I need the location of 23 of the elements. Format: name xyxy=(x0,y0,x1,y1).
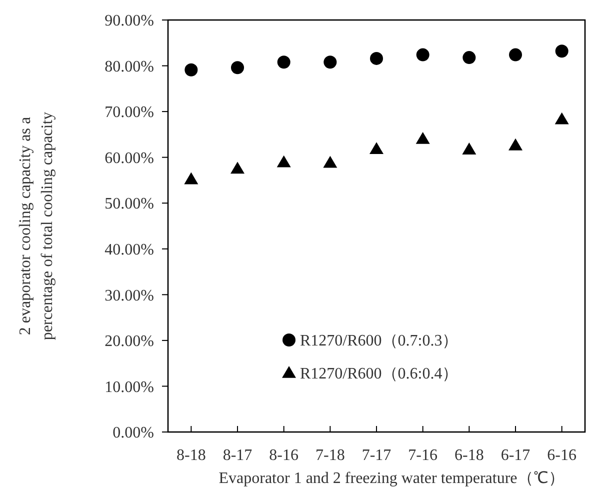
x-tick-label: 6-16 xyxy=(547,447,576,464)
legend-label: R1270/R600（0.7:0.3） xyxy=(300,332,458,350)
legend-label: R1270/R600（0.6:0.4） xyxy=(300,366,458,383)
x-tick-label: 7-18 xyxy=(316,447,345,464)
y-tick-label: 40.00% xyxy=(104,241,154,258)
x-tick-label: 8-18 xyxy=(176,447,206,464)
x-tick-label: 7-16 xyxy=(408,447,438,464)
x-tick-label: 8-16 xyxy=(269,447,298,464)
y-tick-label: 30.00% xyxy=(104,287,154,304)
y-tick-label: 70.00% xyxy=(104,104,154,122)
x-axis-title: Evaporator 1 and 2 freezing water temperature（℃） xyxy=(218,470,564,487)
y-tick-label: 90.00% xyxy=(104,12,154,30)
x-tick-label: 6-17 xyxy=(500,447,530,464)
y-tick-label: 20.00% xyxy=(104,333,154,350)
y-tick-label: 10.00% xyxy=(104,378,154,396)
y-axis-title: 2 evaporator cooling capacity as a percentage of total cooling capacity xyxy=(17,112,56,340)
x-tick-label: 6-18 xyxy=(454,447,484,464)
y-tick-label: 50.00% xyxy=(104,196,154,213)
y-tick-label: 80.00% xyxy=(104,58,154,76)
x-tick-label: 8-17 xyxy=(222,447,252,464)
x-tick-label: 7-17 xyxy=(362,447,392,464)
y-tick-label: 0.00% xyxy=(112,424,154,442)
y-tick-label: 60.00% xyxy=(104,150,154,167)
